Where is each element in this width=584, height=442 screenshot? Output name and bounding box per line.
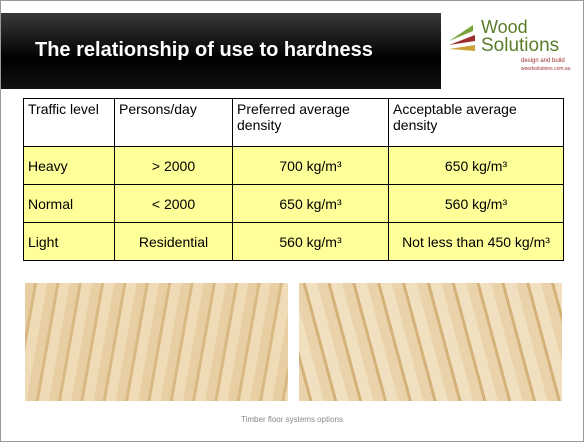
table-cell: 650 kg/m³ [388,146,564,185]
table-cell: < 2000 [114,184,233,223]
table-cell: > 2000 [114,146,233,185]
table-cell: Heavy [23,146,115,185]
table-cell: 700 kg/m³ [232,146,389,185]
table-cell: 650 kg/m³ [232,184,389,223]
logo-solutions: Solutions [481,35,560,56]
footer: Timber floor systems options [241,415,343,424]
data-row: Normal < 2000 650 kg/m³ 560 kg/m³ [23,184,564,223]
table-cell: 560 kg/m³ [232,222,389,261]
table-cell: Not less than 450 kg/m³ [388,222,564,261]
logo: Wood Solutions design and build woodsolu… [441,13,583,89]
logo-tagline: design and build [521,58,565,64]
table-cell: Residential [114,222,233,261]
table-cell: 560 kg/m³ [388,184,564,223]
header-cell: Persons/day [114,98,233,147]
floor-photo [25,283,288,401]
logo-wood: Wood [481,17,528,37]
density-table: Traffic level Persons/day Preferred aver… [23,98,564,261]
data-row: Light Residential 560 kg/m³ Not less than 4… [23,222,564,261]
data-row: Heavy > 2000 700 kg/m³ 650 kg/m³ [23,146,564,185]
header-cell: Preferred average density [232,98,389,147]
header-cell: Traffic level [23,98,115,147]
table-cell: Normal [23,184,115,223]
logo-icon [449,25,475,51]
header-cell: Acceptable average density [388,98,564,147]
table-cell: Light [23,222,115,261]
floor-photo [299,283,562,401]
header-row: Traffic level Persons/day Preferred aver… [23,98,564,147]
logo-url: woodsolutions.com.au [521,66,571,72]
slide-title: The relationship of use to hardness [35,39,373,61]
